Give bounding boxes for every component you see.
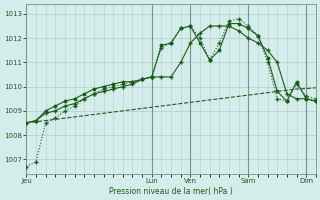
X-axis label: Pression niveau de la mer( hPa ): Pression niveau de la mer( hPa ) — [109, 187, 233, 196]
